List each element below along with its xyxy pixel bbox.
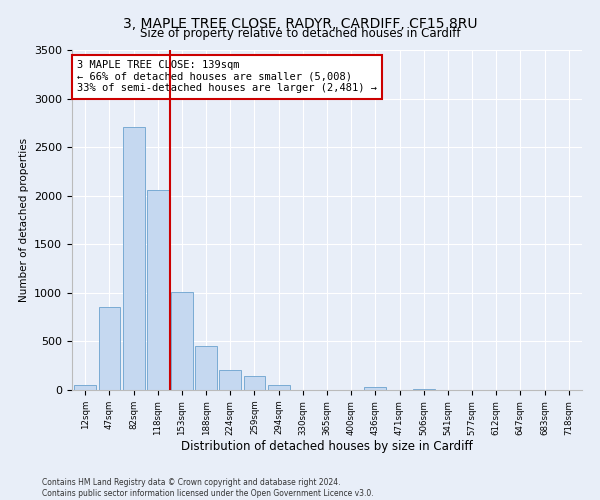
Bar (74, 384, 96, 390)
Bar (98, 308, 121, 390)
Bar (220, 370, 241, 390)
Y-axis label: Number of detached properties: Number of detached properties (19, 138, 29, 302)
Text: 3 MAPLE TREE CLOSE: 139sqm
← 66% of detached houses are smaller (5,008)
33% of s: 3 MAPLE TREE CLOSE: 139sqm ← 66% of deta… (77, 60, 377, 94)
Bar (244, 376, 265, 390)
Bar (413, 388, 434, 390)
X-axis label: Distribution of detached houses by size in Cardiff: Distribution of detached houses by size … (181, 440, 473, 453)
Bar (123, 126, 145, 390)
Text: Contains HM Land Registry data © Crown copyright and database right 2024.
Contai: Contains HM Land Registry data © Crown c… (42, 478, 374, 498)
Bar (268, 384, 290, 390)
Bar (195, 346, 217, 390)
Bar (171, 292, 193, 390)
Bar (364, 387, 386, 390)
Bar (147, 190, 169, 390)
Text: Size of property relative to detached houses in Cardiff: Size of property relative to detached ho… (140, 28, 460, 40)
Text: 3, MAPLE TREE CLOSE, RADYR, CARDIFF, CF15 8RU: 3, MAPLE TREE CLOSE, RADYR, CARDIFF, CF1… (123, 18, 477, 32)
